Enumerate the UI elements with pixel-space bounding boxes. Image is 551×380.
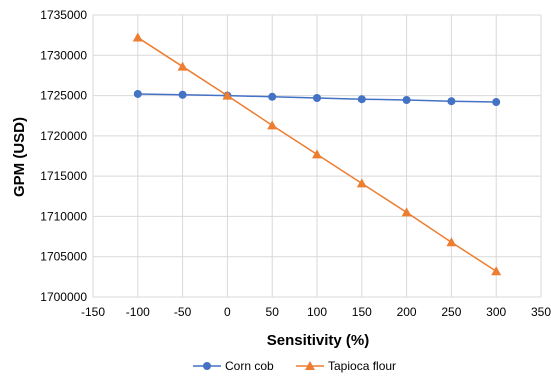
legend-label: Tapioca flour [328,359,396,373]
y-axis-title: GPM (USD) [11,117,28,197]
legend-marker-circle [203,362,211,370]
x-tick-label: 300 [486,305,506,319]
data-point-corn-cob [178,90,187,99]
legend-label: Corn cob [225,359,274,373]
data-point-tapioca-flour [401,207,412,217]
data-point-tapioca-flour [491,266,502,276]
legend-item-corn-cob: Corn cob [193,359,274,373]
x-tick-label: 0 [224,305,231,319]
y-tick-label: 1735000 [40,8,87,22]
data-point-corn-cob [268,92,277,101]
data-point-tapioca-flour [222,90,233,100]
y-tick-label: 1705000 [40,250,87,264]
y-tick-label: 1730000 [40,48,87,62]
x-tick-label: -100 [126,305,150,319]
x-axis-ticks: -150 -100 -50 0 50 100 150 200 250 300 350 [81,305,551,319]
data-point-corn-cob [402,96,411,105]
data-point-tapioca-flour [177,61,188,71]
data-point-tapioca-flour [267,120,278,130]
data-point-corn-cob [492,98,501,107]
x-axis-title: Sensitivity (%) [267,332,370,349]
legend-marker-triangle [305,361,315,370]
legend: Corn cob Tapioca flour [193,359,396,373]
data-point-tapioca-flour [132,32,143,42]
y-tick-label: 1715000 [40,169,87,183]
data-point-tapioca-flour [312,149,322,159]
data-point-corn-cob [133,89,142,98]
series-layer [132,32,502,276]
series-tapioca-flour [132,32,502,276]
x-tick-label: 100 [307,305,327,319]
x-tick-label: -50 [174,305,192,319]
data-point-corn-cob [313,93,321,102]
x-tick-label: 350 [531,305,551,319]
legend-item-tapioca-flour: Tapioca flour [296,359,396,373]
y-tick-label: 1700000 [40,290,87,304]
y-tick-label: 1720000 [40,129,87,143]
x-tick-label: 200 [397,305,417,319]
x-tick-label: 250 [441,305,461,319]
data-point-tapioca-flour [446,237,457,247]
data-point-corn-cob [447,97,456,106]
x-tick-label: -150 [81,305,105,319]
y-axis-ticks: 1700000 1705000 1710000 1715000 1720000 17250… [40,8,87,304]
data-point-tapioca-flour [356,178,367,188]
x-tick-label: 150 [352,305,372,319]
x-tick-label: 50 [266,305,280,319]
data-point-corn-cob [357,95,366,104]
y-tick-label: 1710000 [40,209,87,223]
y-tick-label: 1725000 [40,89,87,103]
